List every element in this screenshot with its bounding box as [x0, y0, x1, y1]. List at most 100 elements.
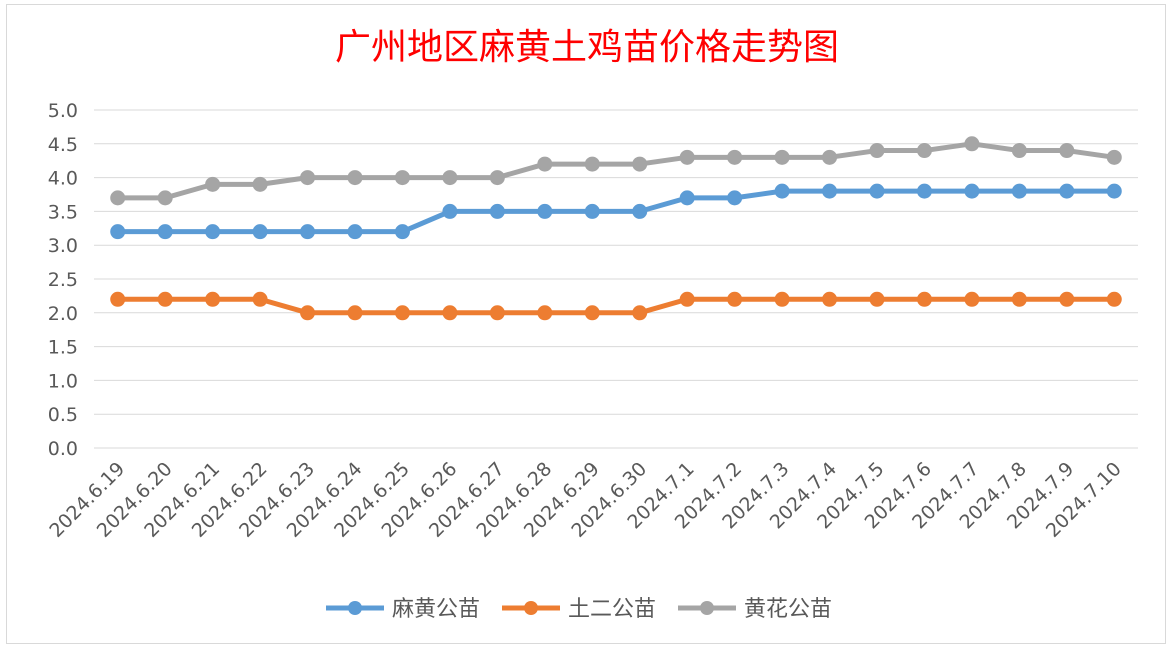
data-point	[964, 136, 980, 152]
legend-marker	[700, 601, 714, 615]
legend-label: 黄花公苗	[744, 597, 832, 622]
y-tick-label: 4.0	[48, 168, 78, 190]
data-point	[537, 203, 553, 219]
data-point	[632, 203, 648, 219]
data-point	[774, 183, 790, 199]
data-point	[537, 156, 553, 172]
data-point	[584, 203, 600, 219]
x-axis: 2024.6.192024.6.202024.6.212024.6.222024…	[45, 458, 1125, 542]
data-point	[869, 143, 885, 159]
y-tick-label: 1.0	[48, 370, 78, 392]
data-point	[489, 170, 505, 186]
data-point	[300, 305, 316, 321]
data-point	[300, 224, 316, 240]
data-point	[1011, 291, 1027, 307]
data-point	[632, 156, 648, 172]
data-point	[394, 305, 410, 321]
legend-marker	[348, 601, 362, 615]
legend-item: 土二公苗	[502, 597, 656, 622]
series-line	[115, 296, 1117, 316]
legend-label: 麻黄公苗	[392, 597, 480, 622]
series-2	[110, 291, 1122, 321]
data-point	[916, 291, 932, 307]
data-point	[727, 190, 743, 206]
data-point	[394, 224, 410, 240]
data-point	[537, 305, 553, 321]
data-point	[1011, 183, 1027, 199]
legend-item: 麻黄公苗	[326, 597, 480, 622]
data-point	[774, 149, 790, 165]
data-point	[1106, 183, 1122, 199]
data-point	[157, 190, 173, 206]
data-point	[394, 170, 410, 186]
series-3	[110, 136, 1122, 206]
series-line	[115, 141, 1117, 201]
chart-frame	[6, 4, 1166, 644]
data-point	[1059, 291, 1075, 307]
data-point	[822, 291, 838, 307]
data-point	[1011, 143, 1027, 159]
data-point	[205, 176, 221, 192]
data-point	[679, 149, 695, 165]
data-point	[110, 291, 126, 307]
data-point	[1106, 149, 1122, 165]
data-point	[110, 224, 126, 240]
data-point	[489, 203, 505, 219]
y-tick-label: 2.0	[48, 303, 78, 325]
data-point	[964, 183, 980, 199]
data-point	[252, 224, 268, 240]
data-point	[679, 291, 695, 307]
data-point	[442, 305, 458, 321]
data-point	[869, 183, 885, 199]
data-point	[252, 176, 268, 192]
series-lines	[110, 136, 1122, 321]
y-tick-label: 0.5	[48, 404, 78, 426]
y-tick-label: 4.5	[48, 134, 78, 156]
legend-item: 黄花公苗	[678, 597, 832, 622]
data-point	[727, 149, 743, 165]
data-point	[679, 190, 695, 206]
data-point	[252, 291, 268, 307]
y-tick-label: 1.5	[48, 337, 78, 359]
data-point	[442, 170, 458, 186]
data-point	[1059, 183, 1075, 199]
y-tick-label: 2.5	[48, 269, 78, 291]
data-point	[774, 291, 790, 307]
data-point	[489, 305, 505, 321]
data-point	[916, 183, 932, 199]
y-tick-label: 5.0	[48, 100, 78, 122]
data-point	[205, 291, 221, 307]
data-point	[347, 224, 363, 240]
gridlines	[94, 109, 1138, 449]
data-point	[584, 156, 600, 172]
y-tick-label: 3.5	[48, 201, 78, 223]
data-point	[347, 170, 363, 186]
data-point	[300, 170, 316, 186]
data-point	[157, 291, 173, 307]
data-point	[205, 224, 221, 240]
data-point	[632, 305, 648, 321]
data-point	[442, 203, 458, 219]
chart-title: 广州地区麻黄土鸡苗价格走势图	[334, 27, 839, 68]
data-point	[822, 183, 838, 199]
data-point	[1106, 291, 1122, 307]
data-point	[869, 291, 885, 307]
legend: 麻黄公苗 土二公苗 黄花公苗	[326, 597, 832, 622]
y-axis: 0.0 0.5 1.0 1.5 2.0 2.5 3.0 3.5 4.0 4.5 5.0	[48, 100, 78, 460]
data-point	[916, 143, 932, 159]
data-point	[347, 305, 363, 321]
data-point	[157, 224, 173, 240]
data-point	[584, 305, 600, 321]
data-point	[1059, 143, 1075, 159]
y-tick-label: 3.0	[48, 235, 78, 257]
legend-label: 土二公苗	[568, 597, 656, 622]
data-point	[822, 149, 838, 165]
series-1	[110, 183, 1122, 240]
data-point	[110, 190, 126, 206]
y-tick-label: 0.0	[48, 438, 78, 460]
data-point	[964, 291, 980, 307]
legend-marker	[524, 601, 538, 615]
data-point	[727, 291, 743, 307]
series-line	[115, 188, 1117, 235]
